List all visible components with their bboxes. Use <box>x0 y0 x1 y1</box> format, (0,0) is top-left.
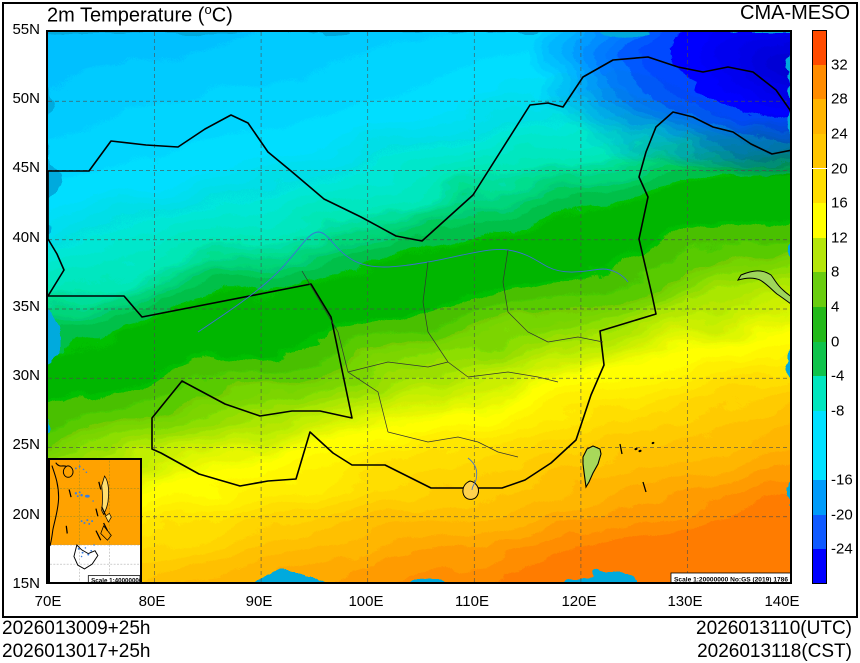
svg-text:Scale 1:40000000: Scale 1:40000000 <box>91 577 142 584</box>
svg-text:Scale 1:20000000 No:GS (2019): Scale 1:20000000 No:GS (2019) 1786 <box>674 576 788 583</box>
